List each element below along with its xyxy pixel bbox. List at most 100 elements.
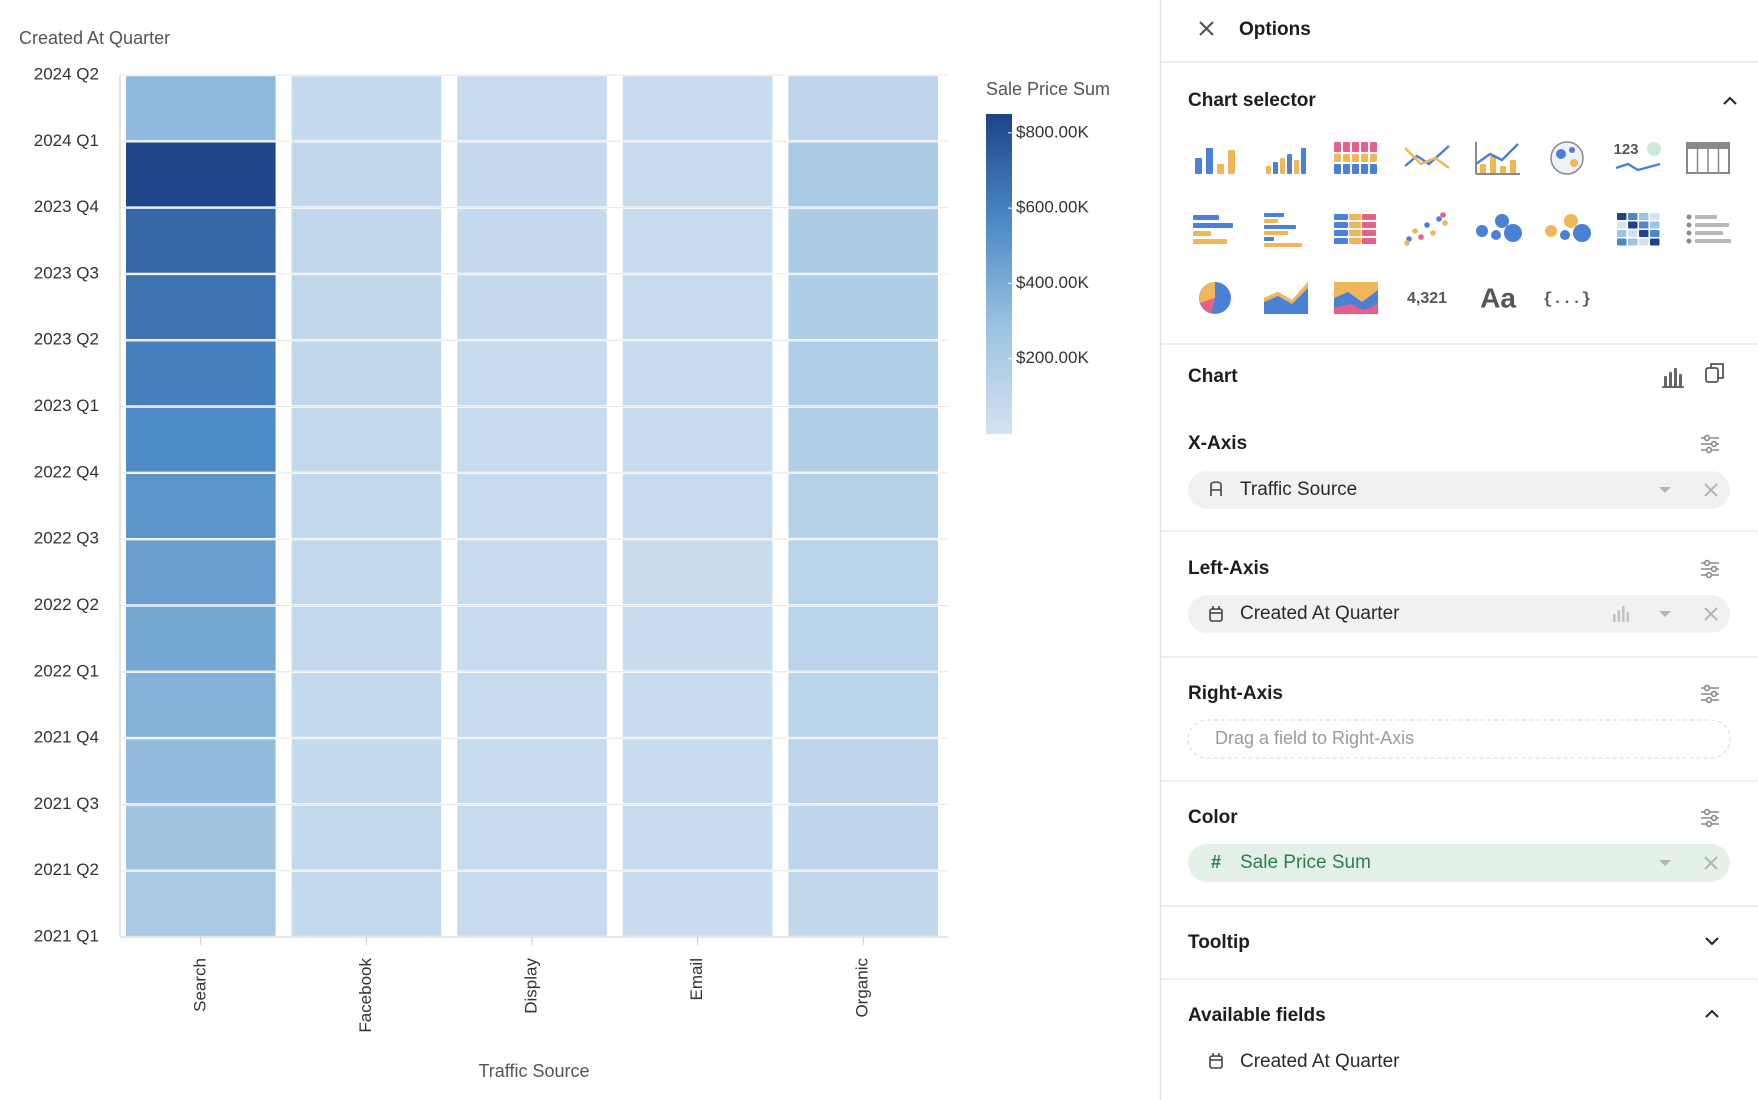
remove-field-button[interactable] bbox=[1704, 483, 1718, 497]
heatmap-cell bbox=[622, 606, 773, 671]
heatmap-cell bbox=[457, 540, 607, 605]
chart-type-option[interactable] bbox=[1334, 282, 1378, 314]
icon-shape bbox=[1343, 142, 1350, 152]
heatmap-cell bbox=[622, 474, 773, 538]
heatmap-cell bbox=[788, 208, 938, 273]
field-pill[interactable] bbox=[1188, 595, 1730, 633]
icon-shape bbox=[1650, 238, 1660, 246]
chart-type-option[interactable] bbox=[1193, 215, 1233, 244]
chart-type-option[interactable] bbox=[1686, 214, 1732, 244]
icon-shape bbox=[1206, 148, 1213, 174]
icon-shape bbox=[1440, 212, 1446, 218]
icon-shape bbox=[1217, 164, 1224, 174]
icon-shape bbox=[1349, 238, 1361, 244]
panel-title: Options bbox=[1239, 19, 1311, 40]
heatmap-cell bbox=[126, 341, 276, 406]
icon-shape bbox=[1209, 1055, 1223, 1069]
icon-shape bbox=[1617, 610, 1621, 622]
close-button[interactable] bbox=[1199, 21, 1214, 36]
chart-type-option[interactable]: {...} bbox=[1543, 290, 1591, 308]
chart-type-option[interactable] bbox=[1545, 214, 1591, 242]
axis-settings-button[interactable] bbox=[1701, 559, 1719, 579]
chart-type-option[interactable] bbox=[1475, 142, 1520, 175]
y-tick-label: 2021 Q1 bbox=[34, 926, 99, 945]
chart-type-option[interactable]: 4,321 bbox=[1407, 290, 1447, 307]
icon-shape bbox=[1695, 231, 1723, 235]
heatmap-cell bbox=[126, 275, 276, 340]
chart-type-option[interactable] bbox=[1686, 142, 1730, 174]
chart-type-option[interactable] bbox=[1404, 145, 1450, 169]
chart-type-option[interactable] bbox=[1199, 282, 1231, 314]
heatmap-cell bbox=[291, 208, 442, 273]
icon-label: Aa bbox=[1480, 282, 1516, 313]
icon-shape bbox=[1199, 282, 1215, 303]
chart-type-option[interactable] bbox=[1476, 214, 1522, 242]
chart-type-option[interactable] bbox=[1264, 282, 1308, 314]
remove-field-button[interactable] bbox=[1704, 607, 1718, 621]
axis-settings-button[interactable] bbox=[1701, 808, 1719, 828]
chart-type-option[interactable] bbox=[1195, 148, 1235, 174]
collapse-toggle[interactable] bbox=[1705, 1009, 1719, 1018]
heatmap-cell bbox=[126, 739, 276, 804]
icon-shape bbox=[1412, 228, 1418, 234]
heatmap-cell bbox=[622, 540, 773, 605]
heatmap-cell bbox=[622, 739, 773, 804]
heatmap-cell bbox=[457, 474, 607, 538]
icon-shape bbox=[1639, 213, 1649, 220]
duplicate-button[interactable] bbox=[1705, 363, 1724, 383]
icon-shape bbox=[1639, 230, 1649, 237]
chart-type-option[interactable] bbox=[1334, 214, 1376, 244]
icon-shape bbox=[1476, 225, 1488, 237]
icon-shape bbox=[1404, 145, 1450, 167]
section-heading: Tooltip bbox=[1188, 932, 1250, 953]
dropdown-caret[interactable] bbox=[1659, 860, 1671, 866]
chart-type-option[interactable] bbox=[1264, 213, 1302, 247]
expand-toggle[interactable] bbox=[1705, 937, 1719, 946]
date-field-icon bbox=[1209, 1053, 1223, 1069]
remove-field-button[interactable] bbox=[1704, 856, 1718, 870]
heatmap-cell bbox=[291, 76, 442, 141]
chart-type-option[interactable] bbox=[1404, 212, 1448, 246]
available-field[interactable]: Created At Quarter bbox=[1240, 1051, 1400, 1072]
slider-knob bbox=[1703, 808, 1711, 816]
x-tick-label: Email bbox=[687, 958, 706, 1001]
heatmap-cell bbox=[126, 208, 276, 273]
slider-knob bbox=[1710, 814, 1718, 822]
heatmap-cell bbox=[457, 739, 607, 804]
y-tick-label: 2023 Q1 bbox=[34, 396, 99, 415]
dropdown-caret[interactable] bbox=[1659, 487, 1671, 493]
section-heading: Chart bbox=[1188, 366, 1238, 387]
field-pill[interactable] bbox=[1187, 719, 1731, 759]
field-pill[interactable] bbox=[1188, 471, 1730, 509]
chart-type-option[interactable] bbox=[1334, 142, 1377, 174]
collapse-toggle[interactable] bbox=[1723, 96, 1737, 105]
chart-type-option[interactable]: 123 bbox=[1613, 141, 1661, 172]
heatmap-cell bbox=[291, 871, 442, 936]
dropdown-caret[interactable] bbox=[1659, 611, 1671, 617]
field-pill[interactable] bbox=[1188, 844, 1730, 882]
icon-shape bbox=[1569, 147, 1575, 153]
icon-shape bbox=[1570, 159, 1578, 167]
icon-shape bbox=[1195, 158, 1202, 174]
heatmap-cell bbox=[291, 805, 442, 870]
y-tick-label: 2023 Q2 bbox=[34, 330, 99, 349]
chart-type-option[interactable]: Aa bbox=[1480, 282, 1516, 313]
chart-config-button[interactable] bbox=[1662, 368, 1684, 388]
icon-shape bbox=[1264, 243, 1302, 247]
chart-type-option[interactable] bbox=[1617, 213, 1660, 246]
slider-knob bbox=[1710, 690, 1718, 698]
icon-shape bbox=[1686, 230, 1692, 236]
bin-field-button[interactable] bbox=[1613, 606, 1630, 622]
axis-settings-button[interactable] bbox=[1701, 434, 1719, 454]
icon-shape bbox=[1622, 606, 1625, 622]
colorbar-tick-label: $800.00K bbox=[1016, 122, 1089, 141]
chart-type-option[interactable] bbox=[1550, 141, 1584, 175]
heatmap-cell bbox=[457, 76, 607, 141]
heatmap-cell bbox=[788, 341, 938, 406]
chart-type-option[interactable] bbox=[1266, 148, 1306, 174]
icon-shape bbox=[1362, 222, 1376, 228]
heatmap-cell bbox=[788, 871, 938, 936]
icon-shape bbox=[1361, 142, 1368, 152]
axis-settings-button[interactable] bbox=[1701, 684, 1719, 704]
